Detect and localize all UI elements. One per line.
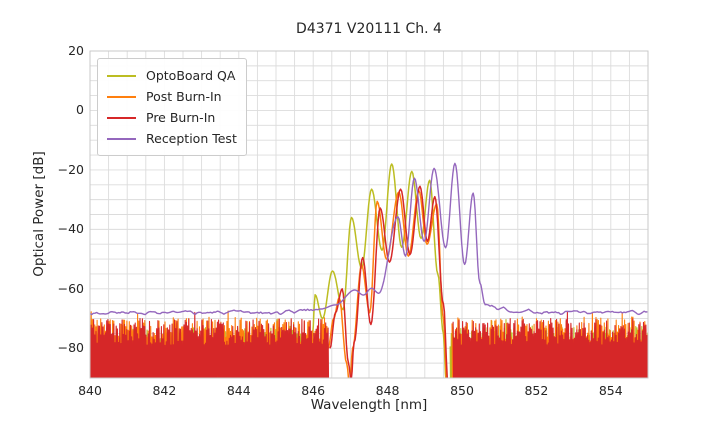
y-tick-label: −40 bbox=[57, 221, 84, 237]
chart-title: D4371 V20111 Ch. 4 bbox=[296, 21, 442, 37]
y-tick-label: −80 bbox=[57, 340, 84, 356]
x-tick-label: 854 bbox=[598, 383, 623, 398]
x-axis-label: Wavelength [nm] bbox=[310, 397, 428, 413]
legend: OptoBoard QA Post Burn-In Pre Burn-In Re… bbox=[97, 58, 247, 156]
x-tick-label: 852 bbox=[524, 383, 549, 398]
legend-item-pre-burn-in: Pre Burn-In bbox=[107, 107, 238, 128]
y-tick-label: −20 bbox=[57, 161, 84, 177]
legend-line-swatch-post-burn-in bbox=[107, 95, 136, 98]
y-tick-label: −60 bbox=[57, 280, 84, 296]
legend-item-reception-test: Reception Test bbox=[107, 128, 238, 149]
legend-line-swatch-pre-burn-in bbox=[107, 116, 136, 119]
legend-label: OptoBoard QA bbox=[146, 68, 236, 83]
legend-line-swatch-optoboard-qa bbox=[107, 74, 136, 77]
x-tick-label: 840 bbox=[78, 383, 102, 398]
legend-label: Post Burn-In bbox=[146, 89, 222, 104]
legend-item-optoboard-qa: OptoBoard QA bbox=[107, 65, 238, 86]
legend-item-post-burn-in: Post Burn-In bbox=[107, 86, 238, 107]
legend-label: Pre Burn-In bbox=[146, 110, 216, 125]
x-tick-label: 848 bbox=[375, 383, 400, 398]
legend-line-swatch-reception-test bbox=[107, 137, 136, 140]
x-tick-label: 846 bbox=[301, 383, 326, 398]
y-tick-label: 0 bbox=[76, 102, 84, 118]
y-tick-label: 20 bbox=[68, 43, 84, 58]
x-tick-label: 844 bbox=[226, 383, 251, 398]
x-tick-label: 842 bbox=[152, 383, 177, 398]
legend-label: Reception Test bbox=[146, 131, 237, 146]
x-tick-label: 850 bbox=[450, 383, 474, 398]
